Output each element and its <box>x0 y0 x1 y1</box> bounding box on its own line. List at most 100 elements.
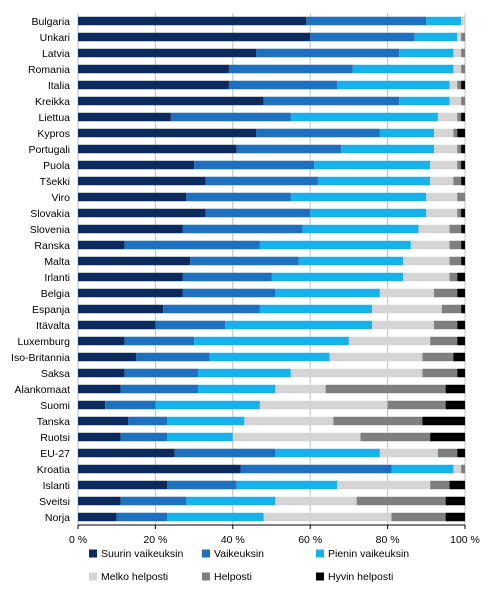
bar-segment <box>426 16 462 26</box>
bar-segment <box>78 352 137 362</box>
bar-segment <box>457 32 462 42</box>
bar-segment <box>167 480 237 490</box>
bar-segment <box>120 432 168 442</box>
legend-swatch <box>316 572 324 581</box>
legend-swatch <box>202 549 210 558</box>
bar-segment <box>290 112 438 122</box>
bar-segment <box>116 512 168 522</box>
legend: Suurin vaikeuksin Vaikeuksin Pienin vaikeu… <box>89 548 409 583</box>
bars <box>78 16 465 522</box>
bar-segment <box>310 32 415 42</box>
legend-label: Vaikeuksin <box>214 548 264 560</box>
bar-segment <box>399 96 450 106</box>
bar-segment <box>461 176 465 186</box>
bar-segment <box>306 16 427 26</box>
legend-label: Suurin vaikeuksin <box>101 548 183 560</box>
bar-segment <box>372 320 435 330</box>
bar-segment <box>445 400 465 410</box>
bar-segment <box>457 288 465 298</box>
legend-swatch <box>89 572 97 581</box>
x-tick-label: 0 % <box>69 534 87 546</box>
bar-segment <box>78 416 129 426</box>
category-label: Malta <box>44 256 70 268</box>
bar-segment <box>120 496 187 506</box>
bar-segment <box>317 176 431 186</box>
bar-segment <box>461 464 465 474</box>
bar-segment <box>290 368 423 378</box>
bar-segment <box>453 176 462 186</box>
category-label: Romania <box>28 64 70 76</box>
bar-segment <box>461 160 465 170</box>
bar-segment <box>418 224 450 234</box>
category-label: Itävalta <box>36 320 70 332</box>
bar-segment <box>78 48 257 58</box>
bar-segment <box>457 192 465 202</box>
bar-segment <box>310 208 427 218</box>
bar-segment <box>174 448 276 458</box>
legend-label: Melko helposti <box>101 571 168 583</box>
bar-segment <box>445 496 465 506</box>
category-label: Italia <box>48 80 70 92</box>
bar-segment <box>314 160 431 170</box>
bar-segment <box>453 352 465 362</box>
bar-segment <box>240 464 392 474</box>
bar-segment <box>263 512 392 522</box>
bar-segment <box>391 464 454 474</box>
bar-segment <box>434 320 458 330</box>
bar-segment <box>78 464 241 474</box>
bar-segment <box>430 160 458 170</box>
bar-segment <box>449 240 462 250</box>
bar-segment <box>430 480 450 490</box>
category-label: Unkari <box>40 32 70 44</box>
bar-segment <box>387 400 446 410</box>
bar-segment <box>449 96 462 106</box>
bar-segment <box>275 496 357 506</box>
bar-segment <box>379 448 438 458</box>
bar-segment <box>275 384 326 394</box>
bar-segment <box>449 480 465 490</box>
bar-segment <box>461 32 465 42</box>
bar-segment <box>457 128 465 138</box>
bar-segment <box>232 432 361 442</box>
bar-segment <box>399 48 454 58</box>
bar-segment <box>78 304 164 314</box>
bar-segment <box>337 80 450 90</box>
bar-segment <box>197 368 291 378</box>
category-label: Saksa <box>41 368 70 380</box>
bar-segment <box>453 64 462 74</box>
category-label: Ranska <box>34 240 70 252</box>
bar-segment <box>441 304 462 314</box>
bar-segment <box>461 80 465 90</box>
bar-segment <box>356 496 446 506</box>
bar-segment <box>124 368 198 378</box>
bar-segment <box>337 480 431 490</box>
bar-segment <box>457 368 465 378</box>
category-label: Alankomaat <box>15 384 71 396</box>
bar-segment <box>457 448 465 458</box>
bar-segment <box>78 80 229 90</box>
x-axis: 0 % 20 % 40 % 60 % 80 % 100 % <box>69 524 480 546</box>
bar-segment <box>445 384 465 394</box>
category-label: Slovakia <box>30 208 70 220</box>
bar-segment <box>78 144 237 154</box>
bar-segment <box>275 448 380 458</box>
bar-segment <box>461 144 465 154</box>
bar-segment <box>275 288 380 298</box>
bar-segment <box>236 480 338 490</box>
x-tick-label: 40 % <box>221 534 245 546</box>
category-labels: Bulgaria Unkari Latvia Romania Italia Kreikka… <box>11 16 70 524</box>
bar-segment <box>461 48 465 58</box>
bar-segment <box>422 368 458 378</box>
legend-label: Helposti <box>214 571 252 583</box>
bar-segment <box>352 64 454 74</box>
legend-label: Hyvin helposti <box>328 571 393 583</box>
legend-swatch <box>89 549 97 558</box>
legend-swatch <box>316 549 324 558</box>
bar-segment <box>78 32 311 42</box>
bar-segment <box>461 208 465 218</box>
bar-segment <box>124 240 260 250</box>
bar-segment <box>445 512 465 522</box>
bar-segment <box>341 144 435 154</box>
bar-segment <box>205 208 311 218</box>
bar-segment <box>78 128 257 138</box>
